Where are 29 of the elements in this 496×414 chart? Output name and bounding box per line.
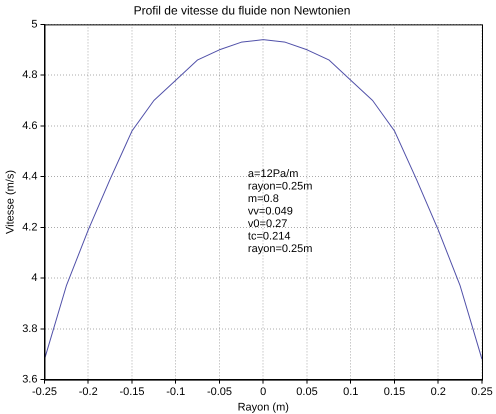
x-axis-title: Rayon (m) [238,401,289,414]
x-tick-label: -0.25 [32,386,58,398]
x-tick-label: 0 [260,386,266,398]
annotation: vv=0.049 [248,205,293,218]
y-tick-label: 4.6 [22,120,38,132]
annotation: rayon=0.25m [248,242,312,255]
x-tick-label: 0.25 [471,386,493,398]
x-tick-label: -0.1 [166,386,186,398]
x-tick-label: 0.1 [343,386,358,398]
annotation: a=12Pa/m [248,168,298,180]
y-tick-label: 4.4 [22,170,38,183]
annotation: v0=0.27 [248,218,288,230]
x-tick-label: -0.05 [206,386,232,398]
annotation: tc=0.214 [248,230,290,242]
x-tick-label: -0.15 [119,386,145,398]
x-tick-label: 0.15 [384,386,406,398]
annotation: m=0.8 [248,192,279,205]
chart-title: Profil de vitesse du fluide non Newtonien [134,4,350,18]
x-tick-label: 0.05 [296,386,318,398]
y-tick-label: 4.2 [22,221,38,234]
annotation: rayon=0.25m [248,180,312,192]
y-axis-title: Vitesse (m/s) [4,170,17,234]
y-tick-label: 4 [31,272,38,284]
y-tick-label: 5 [31,18,38,30]
y-tick-label: 3.6 [22,374,38,386]
y-tick-label: 4.8 [22,69,38,82]
y-tick-label: 3.8 [22,322,38,335]
x-tick-label: 0.2 [430,386,446,398]
x-tick-label: -0.2 [78,386,98,398]
